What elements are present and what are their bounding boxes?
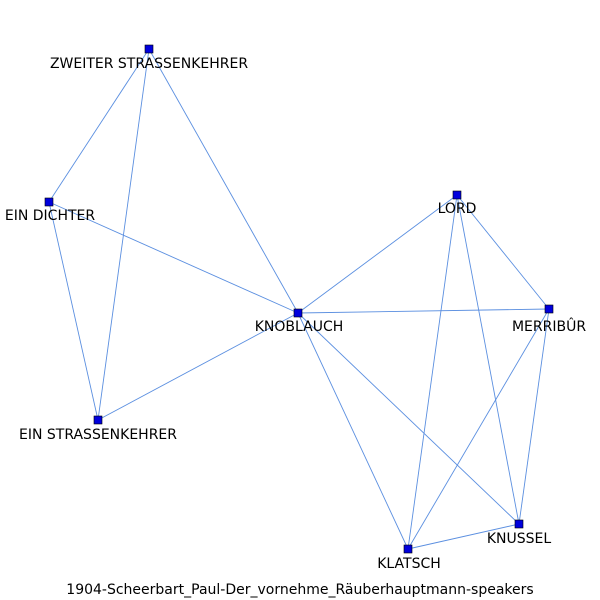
node-label-merribur: MERRIBÛR	[512, 317, 586, 335]
labels-layer: ZWEITER STRASSENKEHRER EIN DICHTER LORD KNO…	[5, 56, 586, 572]
edge-knoblauch-klatsch	[297, 312, 409, 550]
node-knussel[interactable]	[514, 519, 524, 529]
node-label-knussel: KNUSSEL	[487, 531, 552, 547]
edge-zweiter-knoblauch	[148, 48, 299, 314]
edge-knoblauch-knussel	[297, 312, 520, 525]
node-lord[interactable]	[452, 190, 462, 200]
edge-zweiter-strassenkehrer	[97, 48, 150, 421]
speaker-network-graph: ZWEITER STRASSENKEHRER EIN DICHTER LORD KNO…	[5, 44, 586, 572]
edge-merribur-knussel	[518, 308, 550, 525]
node-zweiter[interactable]	[144, 44, 154, 54]
edge-zweiter-dichter	[48, 48, 150, 203]
edge-merribur-klatsch	[407, 308, 550, 550]
edges-layer	[48, 48, 550, 550]
edge-lord-merribur	[456, 194, 550, 310]
edge-dichter-knoblauch	[48, 201, 299, 314]
node-label-klatsch: KLATSCH	[377, 556, 441, 572]
node-strassenkehrer[interactable]	[93, 415, 103, 425]
node-label-lord: LORD	[438, 201, 477, 217]
edge-strassenkehrer-knoblauch	[97, 312, 299, 421]
node-label-zweiter: ZWEITER STRASSENKEHRER	[50, 56, 248, 72]
node-merribur[interactable]	[544, 304, 554, 314]
edge-knoblauch-lord	[297, 194, 458, 314]
node-klatsch[interactable]	[403, 544, 413, 554]
edge-lord-klatsch	[407, 194, 458, 550]
edge-knoblauch-merribur	[297, 308, 550, 314]
node-label-dichter: EIN DICHTER	[5, 208, 96, 224]
node-label-knoblauch: KNOBLAUCH	[255, 319, 344, 335]
edge-knussel-klatsch	[407, 523, 520, 550]
edge-dichter-strassenkehrer	[48, 201, 99, 421]
node-knoblauch[interactable]	[293, 308, 303, 318]
node-dichter[interactable]	[44, 197, 54, 207]
nodes-layer	[44, 44, 554, 554]
node-label-strassenkehrer: EIN STRASSENKEHRER	[19, 427, 177, 443]
graph-caption: 1904-Scheerbart_Paul-Der_vornehme_Räuber…	[66, 582, 534, 598]
edge-lord-knussel	[456, 194, 520, 525]
